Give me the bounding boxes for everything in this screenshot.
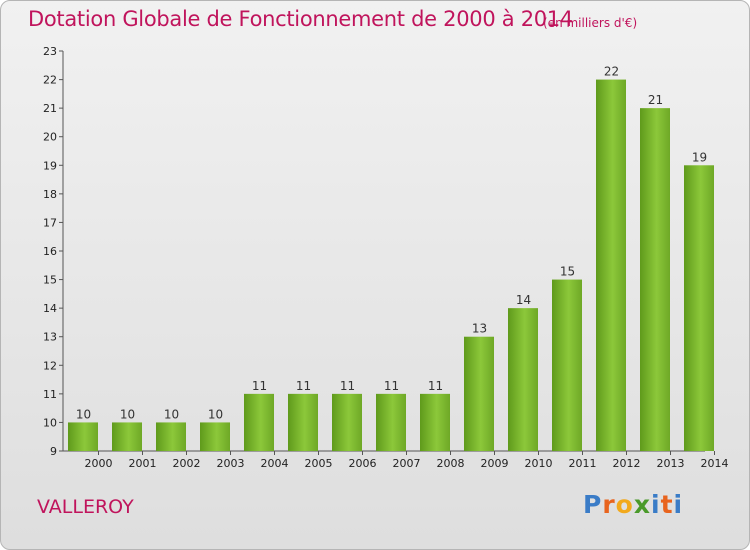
commune-name: VALLEROY — [37, 496, 134, 518]
x-tick-label: 2012 — [613, 457, 641, 470]
x-tick-label: 2002 — [173, 457, 201, 470]
y-tick-label: 16 — [43, 245, 57, 258]
bar-value-label: 13 — [472, 322, 487, 336]
x-tick-label: 2014 — [701, 457, 729, 470]
y-tick-label: 11 — [43, 388, 57, 401]
bar-value-label: 22 — [604, 65, 619, 79]
bar — [464, 336, 494, 451]
bar — [420, 393, 450, 451]
bar-value-label: 10 — [164, 407, 179, 421]
bar — [640, 108, 670, 452]
logo-letter: o — [615, 490, 634, 519]
x-tick-label: 2013 — [657, 457, 685, 470]
logo-letter: i — [651, 490, 661, 519]
x-tick-label: 2006 — [349, 457, 377, 470]
y-tick-label: 22 — [43, 74, 57, 87]
y-tick-label: 13 — [43, 331, 57, 344]
bar-value-label: 11 — [296, 379, 311, 393]
y-tick-label: 9 — [50, 445, 57, 458]
logo-letter: P — [583, 490, 603, 519]
bar — [112, 422, 142, 451]
bar-value-label: 11 — [428, 379, 443, 393]
bar — [552, 279, 582, 451]
chart-unit: (en milliers d'€) — [543, 16, 638, 30]
bar — [68, 422, 98, 451]
bar-value-label: 11 — [384, 379, 399, 393]
bar-value-label: 10 — [120, 407, 135, 421]
x-tick-label: 2004 — [261, 457, 289, 470]
x-tick-label: 2009 — [481, 457, 509, 470]
x-tick-label: 2001 — [129, 457, 157, 470]
x-tick-label: 2011 — [569, 457, 597, 470]
y-tick-label: 14 — [43, 302, 57, 315]
logo-letter: i — [673, 490, 684, 519]
bar-value-label: 21 — [648, 93, 663, 107]
x-tick-label: 2000 — [85, 457, 113, 470]
bar — [200, 422, 230, 451]
bar — [288, 393, 318, 451]
proxiti-logo: Proxiti — [583, 490, 683, 519]
bar — [156, 422, 186, 451]
logo-letter: x — [633, 490, 651, 519]
y-tick-label: 20 — [43, 131, 57, 144]
logo-letter: r — [602, 490, 616, 519]
y-tick-label: 18 — [43, 188, 57, 201]
y-tick-label: 10 — [43, 416, 57, 429]
bar — [376, 393, 406, 451]
x-tick-label: 2010 — [525, 457, 553, 470]
bar — [508, 308, 538, 451]
x-tick-label: 2003 — [217, 457, 245, 470]
bar — [596, 79, 626, 452]
y-tick-label: 12 — [43, 359, 57, 372]
bar — [332, 393, 362, 451]
bar-value-label: 14 — [516, 293, 531, 307]
bar — [684, 165, 714, 452]
bar-value-label: 11 — [252, 379, 267, 393]
y-tick-label: 19 — [43, 159, 57, 172]
bar-value-label: 10 — [208, 407, 223, 421]
bar-value-label: 10 — [76, 407, 91, 421]
y-tick-label: 21 — [43, 102, 57, 115]
y-tick-label: 23 — [43, 45, 57, 58]
y-tick-label: 17 — [43, 216, 57, 229]
bar — [244, 393, 274, 451]
y-tick-label: 15 — [43, 274, 57, 287]
bar-value-label: 19 — [692, 150, 707, 164]
chart-title: Dotation Globale de Fonctionnement de 20… — [28, 7, 573, 31]
x-tick-label: 2005 — [305, 457, 333, 470]
x-tick-label: 2007 — [393, 457, 421, 470]
x-tick-label: 2008 — [437, 457, 465, 470]
logo-letter: t — [660, 490, 674, 519]
bar-value-label: 11 — [340, 379, 355, 393]
bar-value-label: 15 — [560, 265, 575, 279]
